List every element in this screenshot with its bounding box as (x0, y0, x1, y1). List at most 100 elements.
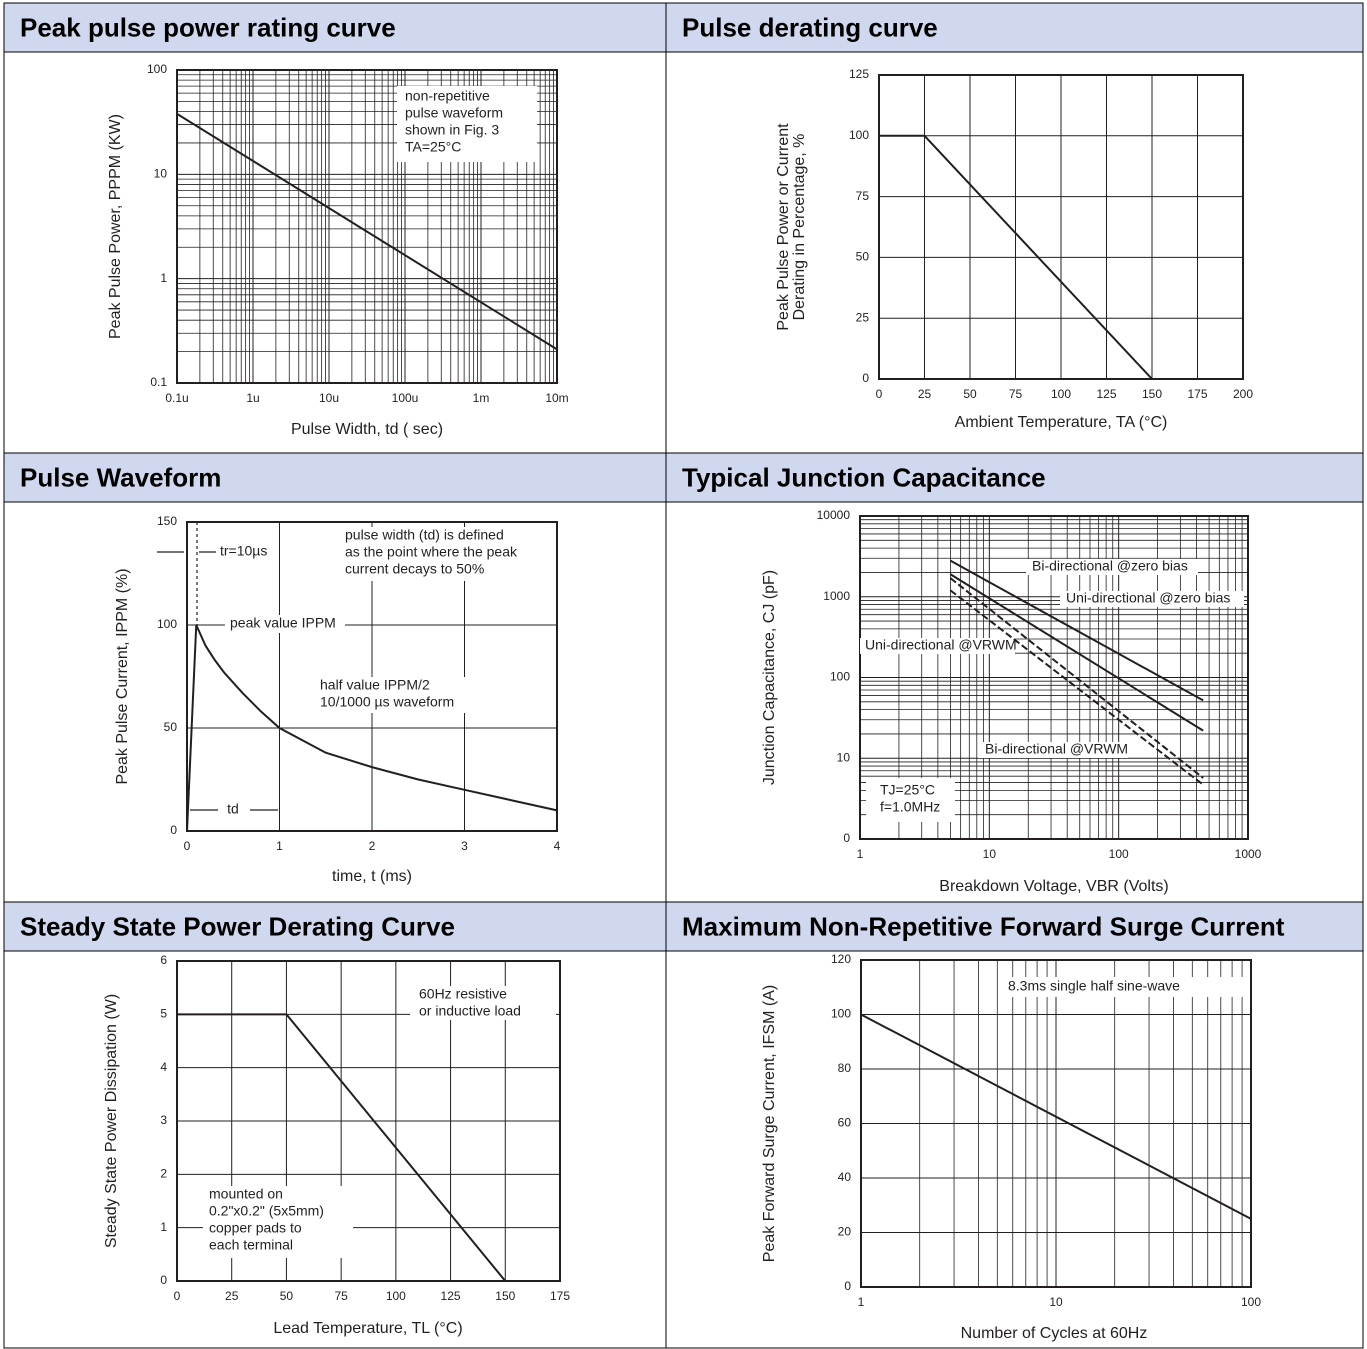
annotation-box (203, 1186, 353, 1258)
series-label-box (1026, 559, 1198, 575)
y-tick-label: 10 (837, 750, 851, 764)
x-tick-label: 150 (1142, 387, 1162, 401)
series-label-box (860, 638, 1015, 654)
y-tick-label: 0 (160, 1273, 167, 1287)
y-tick-label: 40 (838, 1170, 852, 1184)
x-tick-label: 1 (276, 839, 283, 853)
y-tick-label: 125 (849, 67, 869, 81)
x-axis-label: Lead Temperature, TL (°C) (273, 1320, 462, 1337)
header-background (3, 452, 667, 503)
header-background (665, 452, 1364, 503)
panel-cell (665, 51, 1364, 454)
x-tick-label: 3 (461, 839, 468, 853)
plot-frame (878, 74, 1244, 380)
plot-frame (176, 960, 561, 1282)
annotation: shown in Fig. 3 (405, 122, 499, 138)
annotation: copper pads to (209, 1220, 302, 1236)
y-axis-label: Steady State Power Dissipation (W) (103, 994, 120, 1248)
y-tick-label: 100 (147, 62, 167, 76)
series-line (177, 1013, 507, 1282)
annotation-box (225, 615, 345, 633)
x-axis-label: time, t (ms) (332, 868, 412, 885)
y-tick-label: 5 (160, 1007, 167, 1021)
series-line (176, 112, 558, 351)
x-axis-label: Ambient Temperature, TA (°C) (955, 414, 1168, 431)
x-tick-label: 1m (473, 391, 490, 405)
x-tick-label: 125 (441, 1289, 461, 1303)
x-tick-label: 50 (963, 387, 977, 401)
series-line (949, 559, 1204, 702)
x-tick-label: 1 (858, 1295, 865, 1309)
x-axis-label: Breakdown Voltage, VBR (Volts) (939, 878, 1168, 895)
y-tick-label: 10000 (817, 508, 851, 522)
series-label: Bi-directional @zero bias (1032, 558, 1188, 574)
panel-title: Typical Junction Capacitance (682, 462, 1046, 492)
y-tick-label: 0 (170, 823, 177, 837)
annotation: TJ=25°C (880, 782, 935, 798)
x-axis-label: Pulse Width, td ( sec) (291, 421, 443, 438)
annotation-box (220, 802, 248, 818)
annotation-box (410, 986, 556, 1020)
series-line (949, 589, 1204, 786)
x-tick-label: 4 (554, 839, 561, 853)
x-tick-label: 1u (246, 391, 259, 405)
panel-title: Peak pulse power rating curve (20, 12, 396, 42)
series-label: Bi-directional @VRWM (985, 741, 1128, 757)
x-tick-label: 1 (857, 847, 864, 861)
x-tick-label: 0 (184, 839, 191, 853)
annotation: td (227, 801, 239, 817)
panel-cell (665, 950, 1364, 1349)
y-tick-label: 4 (160, 1060, 167, 1074)
x-tick-label: 75 (334, 1289, 348, 1303)
y-axis-label: Peak Pulse Power, PPPM (KW) (107, 114, 124, 339)
header-background (3, 901, 667, 952)
y-tick-label: 1000 (823, 589, 850, 603)
x-tick-label: 100 (1241, 1295, 1261, 1309)
y-tick-label: 100 (831, 1007, 851, 1021)
x-tick-label: 200 (1233, 387, 1253, 401)
annotation: pulse waveform (405, 105, 503, 121)
y-tick-label: 100 (830, 670, 850, 684)
series-label: Uni-directional @VRWM (865, 637, 1017, 653)
series-line (860, 1013, 1252, 1220)
plot-frame (176, 69, 558, 384)
x-tick-label: 125 (1096, 387, 1116, 401)
annotation: TA=25°C (405, 139, 461, 155)
y-tick-label: 50 (856, 250, 870, 264)
x-tick-label: 100u (392, 391, 419, 405)
x-tick-label: 100 (1109, 847, 1129, 861)
y-tick-label: 0 (843, 831, 850, 845)
x-tick-label: 100 (386, 1289, 406, 1303)
y-axis-label: Peak Pulse Current, IPPM (%) (114, 568, 131, 784)
x-tick-label: 10u (319, 391, 339, 405)
y-tick-label: 150 (157, 514, 177, 528)
x-tick-label: 25 (918, 387, 932, 401)
header-background (665, 901, 1364, 952)
y-tick-label: 75 (856, 189, 870, 203)
header-background (3, 2, 667, 53)
x-tick-label: 0 (876, 387, 883, 401)
y-tick-label: 100 (849, 128, 869, 142)
panel-title: Maximum Non-Repetitive Forward Surge Cur… (682, 911, 1285, 941)
x-tick-label: 175 (550, 1289, 570, 1303)
x-tick-label: 75 (1009, 387, 1023, 401)
annotation: each terminal (209, 1237, 293, 1253)
x-tick-label: 150 (495, 1289, 515, 1303)
y-tick-label: 6 (160, 953, 167, 967)
annotation: mounted on (209, 1186, 283, 1202)
annotation: as the point where the peak (345, 544, 518, 560)
annotation: tr=10µs (220, 543, 267, 559)
y-tick-label: 0 (862, 371, 869, 385)
series-line (949, 573, 1204, 732)
y-tick-label: 80 (838, 1061, 852, 1075)
x-tick-label: 0.1u (165, 391, 188, 405)
annotation-box (338, 527, 548, 581)
panel-title: Pulse derating curve (682, 12, 938, 42)
annotation: half value IPPM/2 (320, 677, 430, 693)
y-axis-label: Junction Capacitance, CJ (pF) (761, 570, 778, 785)
x-tick-label: 10 (1049, 1295, 1063, 1309)
x-tick-label: 175 (1187, 387, 1207, 401)
annotation: current decays to 50% (345, 561, 484, 577)
annotation-box (397, 86, 537, 162)
